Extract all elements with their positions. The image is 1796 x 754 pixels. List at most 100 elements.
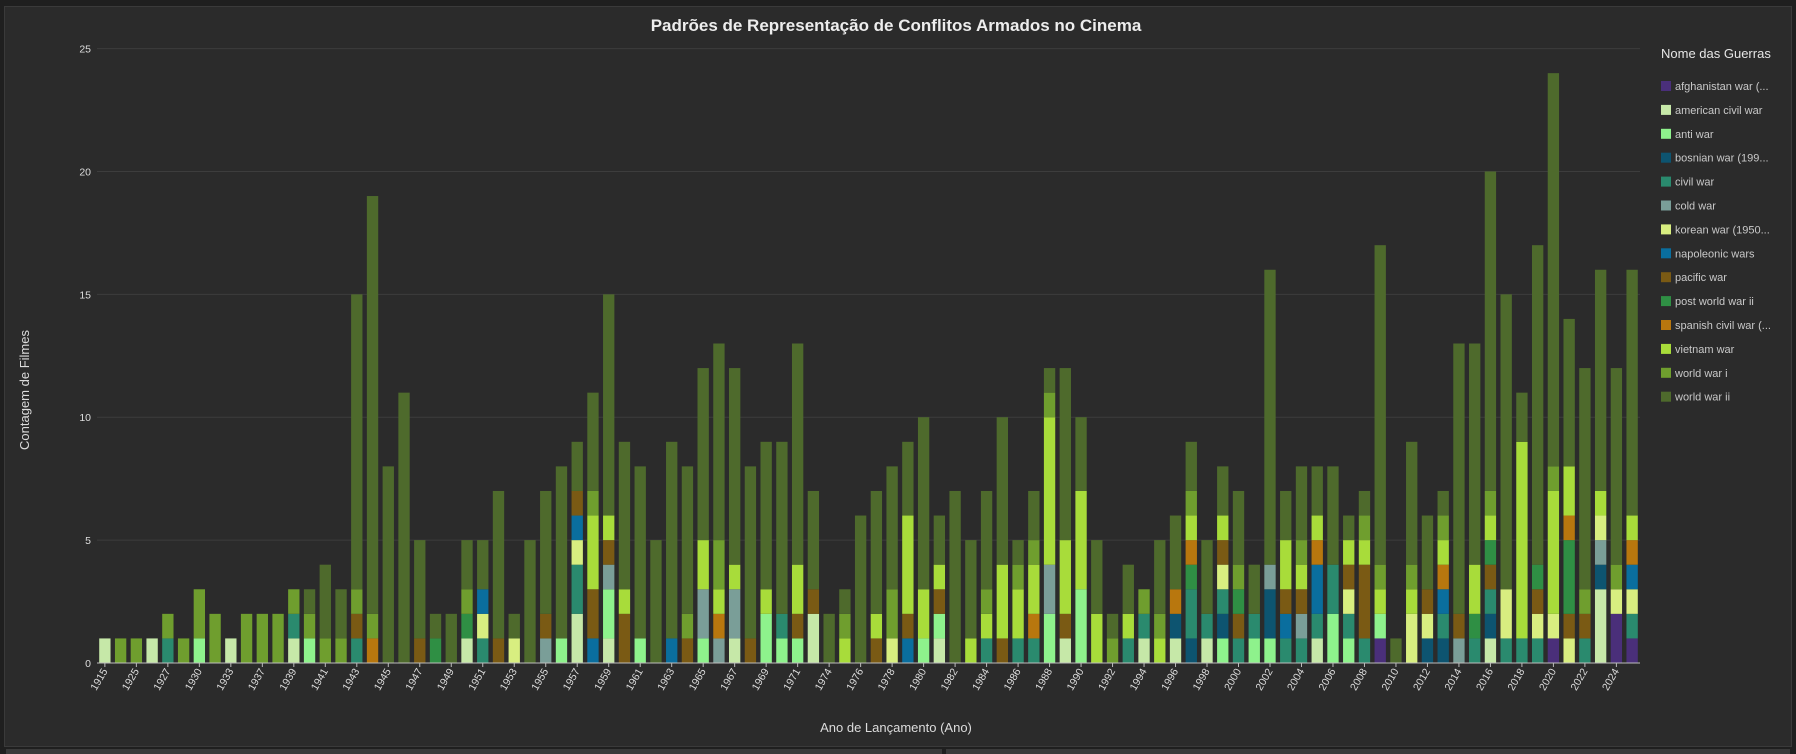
bar-segment	[1043, 392, 1056, 418]
bar-segment	[1358, 490, 1371, 516]
y-tick-label: 20	[79, 166, 91, 178]
bar-segment	[272, 613, 284, 663]
bar-segment	[1594, 490, 1607, 516]
bar-segment	[666, 441, 678, 639]
bar-segment	[477, 613, 489, 639]
bar-segment	[996, 564, 1008, 639]
bar-segment	[1374, 638, 1386, 663]
x-tick-label: 2004	[1285, 666, 1307, 692]
bar-segment	[1059, 638, 1071, 663]
bar-segment	[288, 638, 300, 663]
x-tick-label: 1943	[340, 666, 362, 692]
bar-segment	[1169, 638, 1182, 663]
x-tick-label: 1915	[88, 666, 110, 692]
bar-segment	[587, 638, 599, 663]
bar-segment	[1122, 638, 1134, 663]
bar-segment	[603, 515, 615, 541]
bar-segment	[949, 490, 961, 663]
bar-segment	[1169, 613, 1182, 639]
x-tick-label: 1990	[1065, 666, 1087, 692]
scrollbar-right[interactable]	[946, 749, 1790, 754]
x-tick-label: 1965	[687, 666, 709, 692]
bar-segment	[760, 613, 772, 663]
bar-segment	[1264, 269, 1276, 565]
bar-segment	[917, 589, 930, 639]
bar-segment	[807, 613, 820, 663]
bar-segment	[1516, 392, 1528, 442]
legend-item: post world war ii	[1675, 296, 1754, 308]
bar-segment	[587, 589, 599, 639]
bar-segment	[1594, 540, 1607, 565]
bar-segment	[1484, 490, 1497, 516]
y-tick-label: 5	[85, 535, 91, 547]
bar-segment	[477, 638, 489, 663]
bar-segment	[980, 613, 993, 639]
legend-item: world war i	[1674, 368, 1728, 380]
x-tick-label: 1949	[435, 666, 457, 692]
bar-segment	[1201, 638, 1213, 663]
x-tick-label: 1984	[970, 666, 992, 692]
bar-segment	[1295, 638, 1308, 663]
bar-segment	[823, 613, 835, 663]
bar-segment	[666, 638, 678, 663]
bar-segment	[1579, 638, 1591, 663]
bar-segment	[319, 638, 331, 663]
bar-segment	[477, 589, 489, 614]
bar-segment	[1594, 589, 1607, 663]
bar-segment	[1091, 540, 1103, 614]
bar-segment	[1343, 540, 1355, 565]
bar-segment	[713, 343, 725, 541]
x-tick-label: 2006	[1317, 666, 1339, 692]
x-axis-title: Ano de Lançamento (Ano)	[820, 720, 972, 735]
bar-segment	[886, 466, 898, 590]
bar-segment	[1484, 564, 1497, 590]
bar-segment	[461, 589, 473, 614]
bar-segment	[225, 638, 237, 663]
bar-segment	[414, 638, 426, 663]
bar-segment	[697, 540, 709, 590]
bar-segment	[1264, 589, 1276, 639]
bar-segment	[839, 638, 851, 663]
bar-segment	[650, 540, 662, 663]
bar-segment	[1484, 589, 1497, 614]
scrollbar-left[interactable]	[6, 749, 942, 754]
legend-item: spanish civil war (...	[1675, 320, 1771, 332]
bar-segment	[1185, 638, 1197, 663]
bar-segment	[1012, 638, 1024, 663]
bar-segment	[634, 638, 646, 663]
bar-segment	[1217, 589, 1229, 614]
legend-item: american civil war	[1675, 105, 1763, 117]
bar-segment	[162, 638, 174, 663]
bar-segment	[1563, 613, 1575, 639]
bar-segment	[1217, 638, 1229, 663]
legend-title: Nome das Guerras	[1661, 46, 1771, 61]
bar-segment	[1421, 613, 1434, 639]
bar-segment	[744, 466, 757, 639]
bar-segment	[1626, 269, 1638, 516]
bar-segment	[1469, 564, 1481, 614]
x-tick-label: 1937	[246, 666, 268, 692]
bar-segment	[540, 638, 552, 663]
bar-segment	[1248, 564, 1260, 614]
bar-segment	[1106, 613, 1119, 639]
bar-segment	[1138, 613, 1150, 639]
bar-segment	[1343, 589, 1355, 614]
bar-segment	[870, 490, 883, 614]
bar-segment	[303, 589, 316, 614]
bar-segment	[965, 638, 977, 663]
bar-segment	[382, 466, 394, 663]
bar-segment	[571, 490, 583, 516]
x-tick-label: 2022	[1568, 666, 1590, 692]
bar-segment	[1531, 638, 1544, 663]
legend-item: cold war	[1675, 201, 1716, 213]
legend-item: world war ii	[1674, 392, 1730, 404]
bar-segment	[996, 638, 1008, 663]
bar-segment	[791, 638, 804, 663]
bar-segment	[1594, 269, 1607, 491]
bar-segment	[760, 441, 772, 590]
bar-segment	[461, 638, 473, 663]
bar-segment	[791, 564, 804, 614]
bar-segment	[744, 638, 757, 663]
legend-item: vietnam war	[1675, 344, 1735, 356]
bar-segment	[1232, 490, 1245, 565]
